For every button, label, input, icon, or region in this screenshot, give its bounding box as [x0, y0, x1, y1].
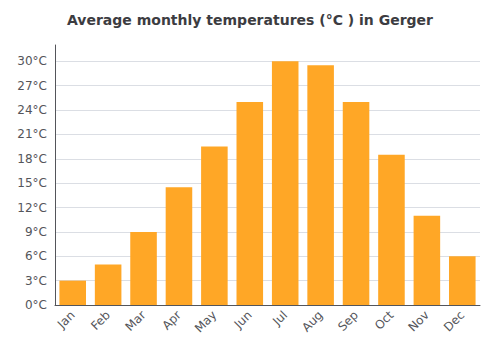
svg-text:30°C: 30°C — [17, 54, 47, 68]
svg-text:Oct: Oct — [372, 308, 397, 333]
svg-text:Jul: Jul — [269, 308, 290, 329]
svg-text:9°C: 9°C — [25, 225, 47, 239]
svg-text:21°C: 21°C — [17, 127, 47, 141]
svg-text:Dec: Dec — [441, 308, 467, 334]
svg-text:Jun: Jun — [231, 308, 255, 332]
svg-text:Nov: Nov — [405, 308, 431, 334]
svg-text:24°C: 24°C — [17, 103, 47, 117]
svg-text:27°C: 27°C — [17, 79, 47, 93]
svg-text:0°C: 0°C — [25, 298, 47, 312]
svg-text:Average monthly temperatures (: Average monthly temperatures (°C ) in Ge… — [67, 12, 433, 28]
svg-text:3°C: 3°C — [25, 274, 47, 288]
svg-text:6°C: 6°C — [25, 249, 47, 263]
svg-text:12°C: 12°C — [17, 201, 47, 215]
svg-text:Jan: Jan — [54, 308, 78, 332]
svg-text:Apr: Apr — [159, 308, 184, 333]
svg-text:Feb: Feb — [88, 308, 113, 333]
svg-text:Sep: Sep — [335, 308, 361, 334]
svg-text:18°C: 18°C — [17, 152, 47, 166]
svg-text:15°C: 15°C — [17, 176, 47, 190]
svg-text:Mar: Mar — [123, 308, 149, 334]
svg-text:May: May — [192, 308, 219, 335]
svg-text:Aug: Aug — [299, 308, 325, 334]
